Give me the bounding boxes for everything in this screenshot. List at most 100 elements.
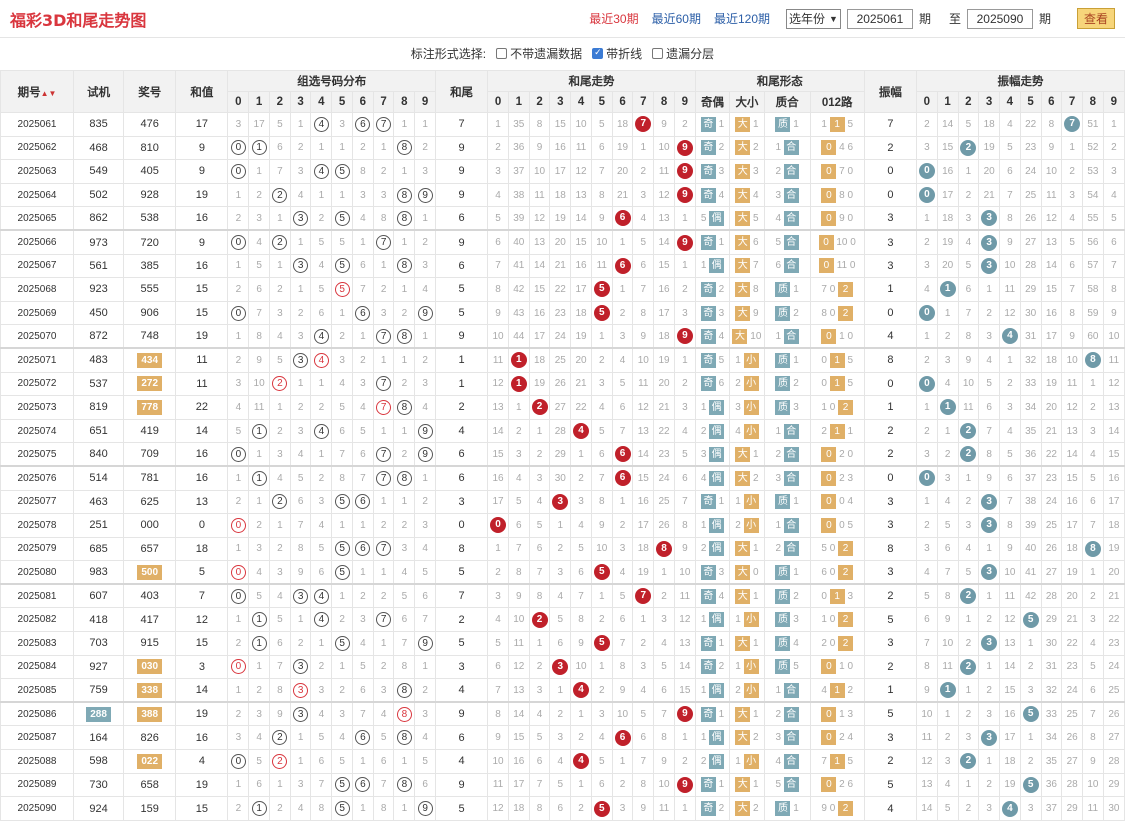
checkbox-checked[interactable]: [592, 47, 604, 59]
dist-cell: 7: [372, 324, 395, 349]
table-row: 2025067 561 385 16 1 5 1 3 4 5 6 1 8 3 6 7 41 14 21 16 11 6 6 1…: [0, 253, 1125, 279]
dist-cell: 0: [227, 442, 250, 467]
prime-comp-cell: 3 合: [763, 465, 811, 491]
tail-ball: 6: [614, 470, 631, 487]
dist-cell: 2: [268, 536, 291, 562]
digit-circle: 8: [396, 140, 412, 156]
big-badge: 大: [735, 706, 751, 722]
trend-cell: 5: [549, 607, 572, 633]
year-select[interactable]: 选年份 ▼: [786, 8, 841, 29]
col-period[interactable]: 期号▲▼: [0, 70, 75, 113]
from-period-input[interactable]: 2025061: [846, 8, 913, 29]
dist-cell: 2: [331, 607, 353, 633]
comp-badge: 合: [783, 235, 799, 251]
trend-cell: 4: [487, 182, 509, 208]
dist-cell: 6: [351, 678, 374, 703]
amp-trend-cell: 1: [936, 418, 959, 444]
amp-trend-cell: 18: [1102, 513, 1125, 538]
digit-circle: 8: [396, 187, 412, 203]
odd-badge: 奇: [700, 235, 716, 251]
to-period-input[interactable]: 2025090: [966, 8, 1033, 29]
trend-cell: 11: [487, 347, 509, 373]
amp-trend-cell: 17: [936, 182, 959, 208]
dist-cell: 1: [331, 135, 353, 161]
dist-cell: 2: [372, 583, 395, 609]
view-button[interactable]: 查看: [1076, 8, 1115, 29]
dist-cell: 5: [331, 206, 353, 231]
checkbox[interactable]: [652, 47, 664, 59]
amp-trend-cell: 11: [916, 725, 938, 751]
tail-cell: 9: [434, 772, 489, 798]
dist-cell: 1: [268, 253, 291, 279]
dist-cell: 1: [310, 182, 333, 208]
road-badge: 1: [829, 682, 845, 698]
period-link-30[interactable]: 最近30期: [589, 12, 639, 26]
period-cell: 2025066: [0, 229, 75, 255]
test-cell: 549: [73, 159, 125, 184]
dist-cell: 8: [393, 395, 416, 420]
amp-trend-cell: 8: [1102, 277, 1125, 302]
dist-cell: 3: [310, 678, 333, 703]
amp-trend-cell: 20: [936, 253, 959, 279]
period-link-120[interactable]: 最近120期: [713, 12, 770, 26]
dist-cell: 3: [227, 112, 250, 137]
amp-trend-cell: 4: [999, 418, 1021, 444]
dist-cell: 7: [414, 607, 436, 633]
amp-trend-cell: 14: [1061, 442, 1083, 467]
amp-trend-cell: 6: [999, 465, 1021, 491]
big-badge: 大: [735, 777, 751, 793]
road-cell: 0 1 3: [809, 701, 865, 727]
dist-cell: 2: [227, 347, 250, 373]
option-no-missing[interactable]: 不带遗漏数据: [496, 45, 582, 62]
sort-icon[interactable]: ▲▼: [40, 88, 57, 98]
trend-cell: 20: [549, 229, 572, 255]
trend-cell: 6: [507, 513, 530, 538]
trend-cell: 1: [590, 583, 613, 609]
tail-ball: 9: [676, 139, 693, 156]
amp-trend-cell: 8: [1082, 725, 1104, 751]
digit-circle: 6: [355, 116, 371, 132]
checkbox[interactable]: [496, 47, 508, 59]
prize-number-badge: 500: [137, 564, 163, 580]
road-badge: 0: [821, 140, 837, 156]
tail-cell: 9: [434, 229, 489, 255]
test-cell: 703: [73, 631, 125, 656]
dist-cell: 8: [268, 678, 291, 703]
dist-cell: 0: [227, 654, 250, 680]
amp-trend-cell: 59: [1082, 300, 1104, 326]
amp-trend-cell: 51: [1082, 112, 1104, 137]
amp-ball: 5: [1022, 706, 1039, 723]
amp-ball: 2: [960, 658, 977, 675]
dist-cell: 2: [227, 277, 250, 302]
trend-cell: 3: [549, 725, 572, 751]
dist-digit-header: 9: [414, 91, 436, 113]
dist-cell: 3: [289, 701, 312, 727]
trend-cell: 43: [507, 300, 530, 326]
trend-cell: 6: [570, 560, 592, 585]
dist-cell: 5: [331, 796, 353, 821]
option-with-line[interactable]: 带折线: [592, 45, 642, 62]
amp-trend-cell: 4: [916, 277, 938, 302]
dist-cell: 1: [331, 182, 353, 208]
display-options: 标注形式选择: 不带遗漏数据 带折线 遗漏分层: [0, 38, 1125, 68]
dist-cell: 5: [268, 607, 291, 633]
dist-cell: 3: [248, 536, 270, 562]
dist-cell: 1: [268, 513, 291, 538]
period-link-60[interactable]: 最近60期: [651, 12, 701, 26]
amp-trend-cell: 13: [1061, 418, 1083, 444]
amp-ball: 7: [1064, 116, 1081, 133]
big-badge: 大: [735, 140, 751, 156]
test-cell: 685: [73, 536, 125, 562]
dist-cell: 9: [268, 701, 291, 727]
trend-cell: 12: [487, 371, 509, 397]
prime-badge: 质: [775, 116, 791, 132]
amp-trend-cell: 3: [936, 465, 959, 491]
prize-cell: 159: [123, 796, 177, 821]
option-missing-layer[interactable]: 遗漏分层: [652, 45, 714, 62]
trend-cell: 1: [590, 324, 613, 349]
big-small-cell: 大 1: [729, 701, 765, 727]
col-big-small: 大小: [729, 91, 765, 113]
trend-cell: 28: [549, 418, 572, 444]
trend-cell: 4: [632, 206, 655, 231]
dist-cell: 5: [248, 253, 270, 279]
